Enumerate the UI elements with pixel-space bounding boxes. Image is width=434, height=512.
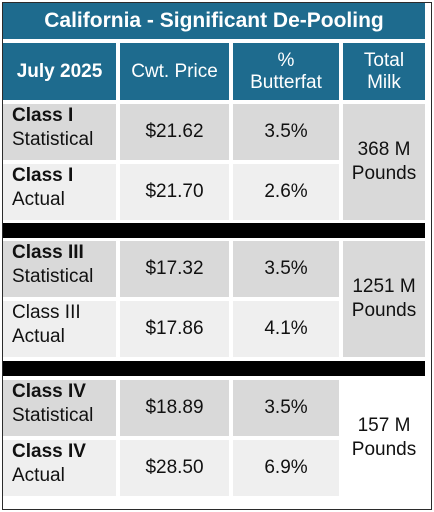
- group-separator: [3, 223, 425, 238]
- header-total-milk: Total Milk: [343, 43, 425, 100]
- table-title: California - Significant De-Pooling: [3, 3, 425, 39]
- header-total-line2: Milk: [367, 71, 401, 93]
- row-class-iii-statistical-label: Class III Statistical: [3, 241, 116, 297]
- row-class-name: Class IV: [12, 441, 86, 462]
- total-milk-amount: 157 M: [357, 415, 411, 436]
- row-class-i-statistical-label: Class I Statistical: [3, 104, 116, 160]
- row-class-type: Actual: [12, 189, 65, 210]
- total-milk-unit: Pounds: [351, 300, 417, 321]
- total-milk-class-iii: 1251 M Pounds: [343, 241, 425, 357]
- row-butterfat: 4.1%: [233, 301, 339, 357]
- row-class-type: Statistical: [12, 129, 94, 150]
- total-milk-unit: Pounds: [351, 163, 417, 184]
- header-butterfat-line1: %: [277, 49, 295, 71]
- row-class-name: Class I: [12, 165, 74, 186]
- row-price: $17.32: [120, 241, 229, 297]
- row-class-i-actual-label: Class I Actual: [3, 164, 116, 220]
- row-class-name: Class IV: [12, 381, 86, 402]
- total-milk-unit: Pounds: [351, 439, 417, 460]
- row-class-iv-actual-label: Class IV Actual: [3, 440, 116, 496]
- header-butterfat-line2: Butterfat: [250, 71, 322, 93]
- row-butterfat: 6.9%: [233, 440, 339, 496]
- header-cwt-price: Cwt. Price: [120, 43, 229, 100]
- row-price: $28.50: [120, 440, 229, 496]
- total-milk-amount: 368 M: [357, 139, 411, 160]
- header-month: July 2025: [3, 43, 116, 100]
- header-butterfat: % Butterfat: [233, 43, 339, 100]
- group-separator: [3, 361, 425, 376]
- row-class-name: Class I: [12, 105, 74, 126]
- row-price: $21.70: [120, 164, 229, 220]
- row-class-type: Actual: [12, 326, 65, 347]
- row-butterfat: 3.5%: [233, 241, 339, 297]
- row-butterfat: 2.6%: [233, 164, 339, 220]
- row-price: $21.62: [120, 104, 229, 160]
- total-milk-class-i: 368 M Pounds: [343, 104, 425, 220]
- row-butterfat: 3.5%: [233, 104, 339, 160]
- header-total-line1: Total: [363, 49, 405, 71]
- row-class-type: Actual: [12, 465, 65, 486]
- row-price: $17.86: [120, 301, 229, 357]
- row-class-type: Statistical: [12, 266, 94, 287]
- row-class-name: Class III: [12, 302, 81, 323]
- total-milk-class-iv: 157 M Pounds: [343, 380, 425, 496]
- row-butterfat: 3.5%: [233, 380, 339, 436]
- total-milk-amount: 1251 M: [352, 276, 416, 297]
- row-class-name: Class III: [12, 242, 84, 263]
- row-price: $18.89: [120, 380, 229, 436]
- row-class-type: Statistical: [12, 405, 94, 426]
- row-class-iii-actual-label: Class III Actual: [3, 301, 116, 357]
- row-class-iv-statistical-label: Class IV Statistical: [3, 380, 116, 436]
